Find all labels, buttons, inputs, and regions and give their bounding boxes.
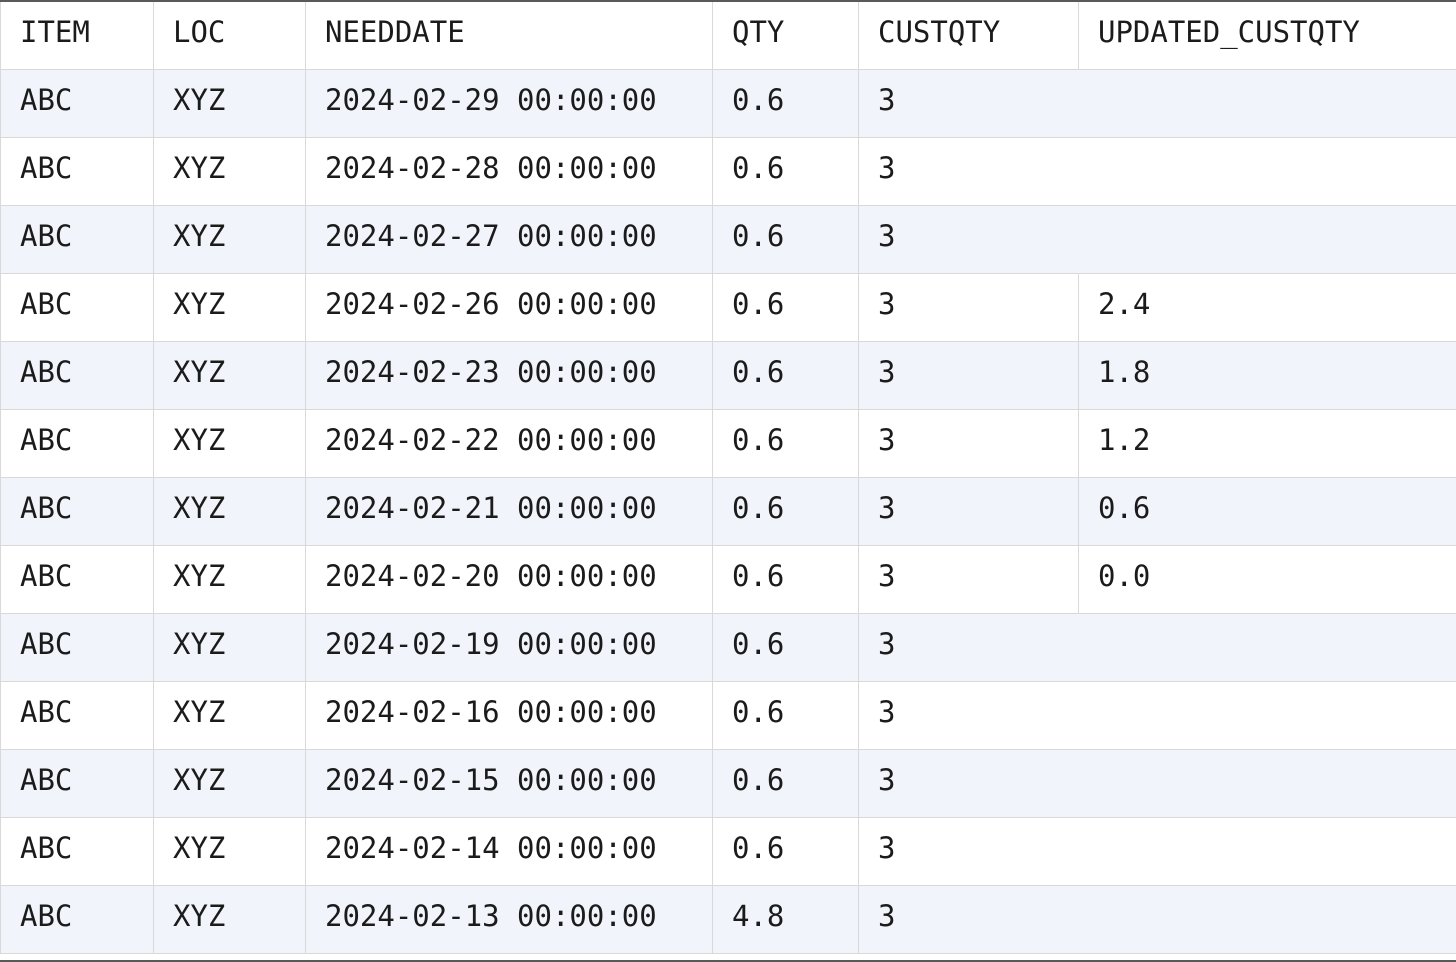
cell-custqty: 3 [858, 341, 1079, 410]
cell-custqty: 3 [858, 409, 1079, 478]
table-row: ABC XYZ 2024-02-19 00:00:00 0.6 3 [0, 613, 1456, 682]
cell-custqty: 3 [858, 817, 1456, 886]
cell-needdate: 2024-02-26 00:00:00 [305, 273, 713, 342]
table-row: ABC XYZ 2024-02-22 00:00:00 0.6 3 1.2 [0, 409, 1456, 478]
cell-loc: XYZ [153, 885, 306, 954]
cell-qty: 0.6 [712, 681, 859, 750]
column-header-needdate: NEEDDATE [305, 2, 713, 70]
cell-item: ABC [0, 681, 154, 750]
cell-custqty: 3 [858, 545, 1079, 614]
cell-updated-custqty: 1.8 [1078, 341, 1456, 410]
table-row: ABC XYZ 2024-02-16 00:00:00 0.6 3 [0, 681, 1456, 750]
cell-qty: 0.6 [712, 749, 859, 818]
table-row: ABC XYZ 2024-02-26 00:00:00 0.6 3 2.4 [0, 273, 1456, 342]
header-row: ITEM LOC NEEDDATE QTY CUSTQTY UPDATED_CU… [0, 2, 1456, 70]
cell-needdate: 2024-02-16 00:00:00 [305, 681, 713, 750]
cell-needdate: 2024-02-28 00:00:00 [305, 137, 713, 206]
cell-qty: 0.6 [712, 341, 859, 410]
cell-custqty: 3 [858, 477, 1079, 546]
table-row: ABC XYZ 2024-02-23 00:00:00 0.6 3 1.8 [0, 341, 1456, 410]
table-body: ABC XYZ 2024-02-29 00:00:00 0.6 3 ABC XYZ 2024-… [0, 69, 1456, 954]
cell-loc: XYZ [153, 205, 306, 274]
cell-needdate: 2024-02-29 00:00:00 [305, 69, 713, 138]
table-row: ABC XYZ 2024-02-21 00:00:00 0.6 3 0.6 [0, 477, 1456, 546]
column-header-qty: QTY [712, 2, 859, 70]
cell-custqty: 3 [858, 205, 1456, 274]
cell-custqty: 3 [858, 613, 1456, 682]
column-header-custqty: CUSTQTY [858, 2, 1079, 70]
table-row: ABC XYZ 2024-02-28 00:00:00 0.6 3 [0, 137, 1456, 206]
cell-loc: XYZ [153, 749, 306, 818]
table-row: ABC XYZ 2024-02-27 00:00:00 0.6 3 [0, 205, 1456, 274]
cell-qty: 0.6 [712, 273, 859, 342]
cell-item: ABC [0, 205, 154, 274]
table-row: ABC XYZ 2024-02-20 00:00:00 0.6 3 0.0 [0, 545, 1456, 614]
table-header: ITEM LOC NEEDDATE QTY CUSTQTY UPDATED_CU… [0, 2, 1456, 70]
cell-item: ABC [0, 749, 154, 818]
cell-item: ABC [0, 545, 154, 614]
cell-custqty: 3 [858, 273, 1079, 342]
cell-updated-custqty: 0.6 [1078, 477, 1456, 546]
cell-loc: XYZ [153, 69, 306, 138]
cell-custqty: 3 [858, 749, 1456, 818]
cell-item: ABC [0, 477, 154, 546]
column-header-loc: LOC [153, 2, 306, 70]
cell-needdate: 2024-02-23 00:00:00 [305, 341, 713, 410]
cell-needdate: 2024-02-20 00:00:00 [305, 545, 713, 614]
cell-qty: 0.6 [712, 545, 859, 614]
cell-qty: 4.8 [712, 885, 859, 954]
table-row: ABC XYZ 2024-02-13 00:00:00 4.8 3 [0, 885, 1456, 954]
cell-custqty: 3 [858, 885, 1456, 954]
cell-item: ABC [0, 885, 154, 954]
cell-needdate: 2024-02-14 00:00:00 [305, 817, 713, 886]
cell-item: ABC [0, 69, 154, 138]
column-header-item: ITEM [0, 2, 154, 70]
cell-qty: 0.6 [712, 817, 859, 886]
cell-needdate: 2024-02-19 00:00:00 [305, 613, 713, 682]
cell-custqty: 3 [858, 681, 1456, 750]
cell-qty: 0.6 [712, 137, 859, 206]
cell-needdate: 2024-02-13 00:00:00 [305, 885, 713, 954]
cell-needdate: 2024-02-27 00:00:00 [305, 205, 713, 274]
cell-updated-custqty: 0.0 [1078, 545, 1456, 614]
cell-loc: XYZ [153, 613, 306, 682]
cell-custqty: 3 [858, 69, 1456, 138]
cell-loc: XYZ [153, 545, 306, 614]
cell-item: ABC [0, 137, 154, 206]
cell-loc: XYZ [153, 409, 306, 478]
cell-needdate: 2024-02-21 00:00:00 [305, 477, 713, 546]
cell-loc: XYZ [153, 341, 306, 410]
cell-custqty: 3 [858, 137, 1456, 206]
cell-item: ABC [0, 409, 154, 478]
cell-needdate: 2024-02-22 00:00:00 [305, 409, 713, 478]
cell-loc: XYZ [153, 817, 306, 886]
cell-qty: 0.6 [712, 613, 859, 682]
cell-loc: XYZ [153, 681, 306, 750]
cell-qty: 0.6 [712, 205, 859, 274]
table-row: ABC XYZ 2024-02-15 00:00:00 0.6 3 [0, 749, 1456, 818]
cell-qty: 0.6 [712, 477, 859, 546]
cell-needdate: 2024-02-15 00:00:00 [305, 749, 713, 818]
table-row: ABC XYZ 2024-02-29 00:00:00 0.6 3 [0, 69, 1456, 138]
cell-item: ABC [0, 341, 154, 410]
cell-updated-custqty: 2.4 [1078, 273, 1456, 342]
cell-item: ABC [0, 613, 154, 682]
cell-updated-custqty: 1.2 [1078, 409, 1456, 478]
cell-item: ABC [0, 817, 154, 886]
cell-qty: 0.6 [712, 69, 859, 138]
cell-item: ABC [0, 273, 154, 342]
cell-loc: XYZ [153, 477, 306, 546]
cell-loc: XYZ [153, 137, 306, 206]
column-header-updated-custqty: UPDATED_CUSTQTY [1078, 2, 1456, 70]
cell-qty: 0.6 [712, 409, 859, 478]
cell-loc: XYZ [153, 273, 306, 342]
table-row: ABC XYZ 2024-02-14 00:00:00 0.6 3 [0, 817, 1456, 886]
